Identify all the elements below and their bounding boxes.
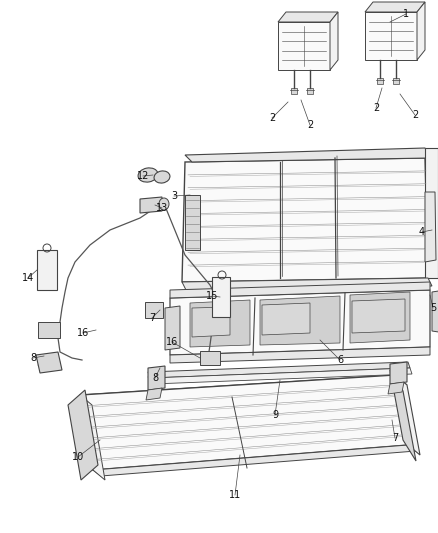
Polygon shape [80, 395, 105, 480]
Text: 14: 14 [22, 273, 34, 283]
Polygon shape [260, 296, 340, 345]
Polygon shape [68, 390, 98, 480]
Polygon shape [425, 148, 438, 278]
Text: 9: 9 [272, 410, 278, 420]
Polygon shape [170, 282, 430, 298]
Polygon shape [170, 290, 430, 355]
Polygon shape [190, 300, 250, 347]
Ellipse shape [138, 168, 158, 182]
Polygon shape [93, 445, 416, 476]
Polygon shape [390, 370, 416, 461]
Text: 2: 2 [412, 110, 418, 120]
Polygon shape [278, 22, 330, 70]
Text: 5: 5 [430, 303, 436, 313]
Polygon shape [150, 368, 412, 384]
Polygon shape [182, 158, 428, 282]
Polygon shape [432, 290, 438, 333]
Text: 8: 8 [30, 353, 36, 363]
Polygon shape [37, 250, 57, 290]
Text: 3: 3 [171, 191, 177, 201]
Polygon shape [417, 2, 425, 60]
Polygon shape [148, 362, 410, 378]
Polygon shape [140, 197, 162, 213]
Polygon shape [365, 2, 425, 12]
Text: 7: 7 [149, 313, 155, 323]
Polygon shape [185, 195, 200, 250]
Text: 4: 4 [419, 227, 425, 237]
Text: 16: 16 [77, 328, 89, 338]
Polygon shape [185, 148, 430, 162]
Text: 1: 1 [403, 9, 409, 19]
Polygon shape [291, 88, 297, 94]
Text: 15: 15 [206, 291, 218, 301]
Polygon shape [146, 388, 162, 400]
Ellipse shape [159, 198, 169, 210]
Text: 8: 8 [152, 373, 158, 383]
Polygon shape [145, 302, 163, 318]
Polygon shape [365, 12, 417, 60]
Polygon shape [388, 382, 404, 394]
Polygon shape [165, 306, 180, 350]
Text: 13: 13 [156, 203, 168, 213]
Polygon shape [170, 347, 430, 363]
Text: 10: 10 [72, 452, 84, 462]
Polygon shape [278, 12, 338, 22]
Polygon shape [262, 303, 310, 335]
Text: 2: 2 [373, 103, 379, 113]
Polygon shape [330, 12, 338, 70]
Polygon shape [80, 375, 408, 470]
Polygon shape [393, 78, 399, 84]
Text: 11: 11 [229, 490, 241, 500]
Polygon shape [192, 307, 230, 337]
Polygon shape [350, 292, 410, 343]
Text: 2: 2 [269, 113, 275, 123]
Polygon shape [377, 78, 383, 84]
Polygon shape [38, 322, 60, 338]
Polygon shape [390, 362, 407, 384]
Polygon shape [182, 278, 432, 290]
Polygon shape [307, 88, 313, 94]
Polygon shape [352, 299, 405, 333]
Polygon shape [395, 375, 420, 455]
Text: 16: 16 [166, 337, 178, 347]
Polygon shape [425, 192, 436, 262]
Polygon shape [80, 375, 407, 405]
Text: 6: 6 [337, 355, 343, 365]
Polygon shape [148, 366, 165, 390]
Text: 12: 12 [137, 171, 149, 181]
Text: 7: 7 [392, 433, 398, 443]
Polygon shape [36, 352, 62, 373]
Ellipse shape [154, 171, 170, 183]
Polygon shape [200, 351, 220, 365]
Text: 2: 2 [307, 120, 313, 130]
Polygon shape [212, 277, 230, 317]
